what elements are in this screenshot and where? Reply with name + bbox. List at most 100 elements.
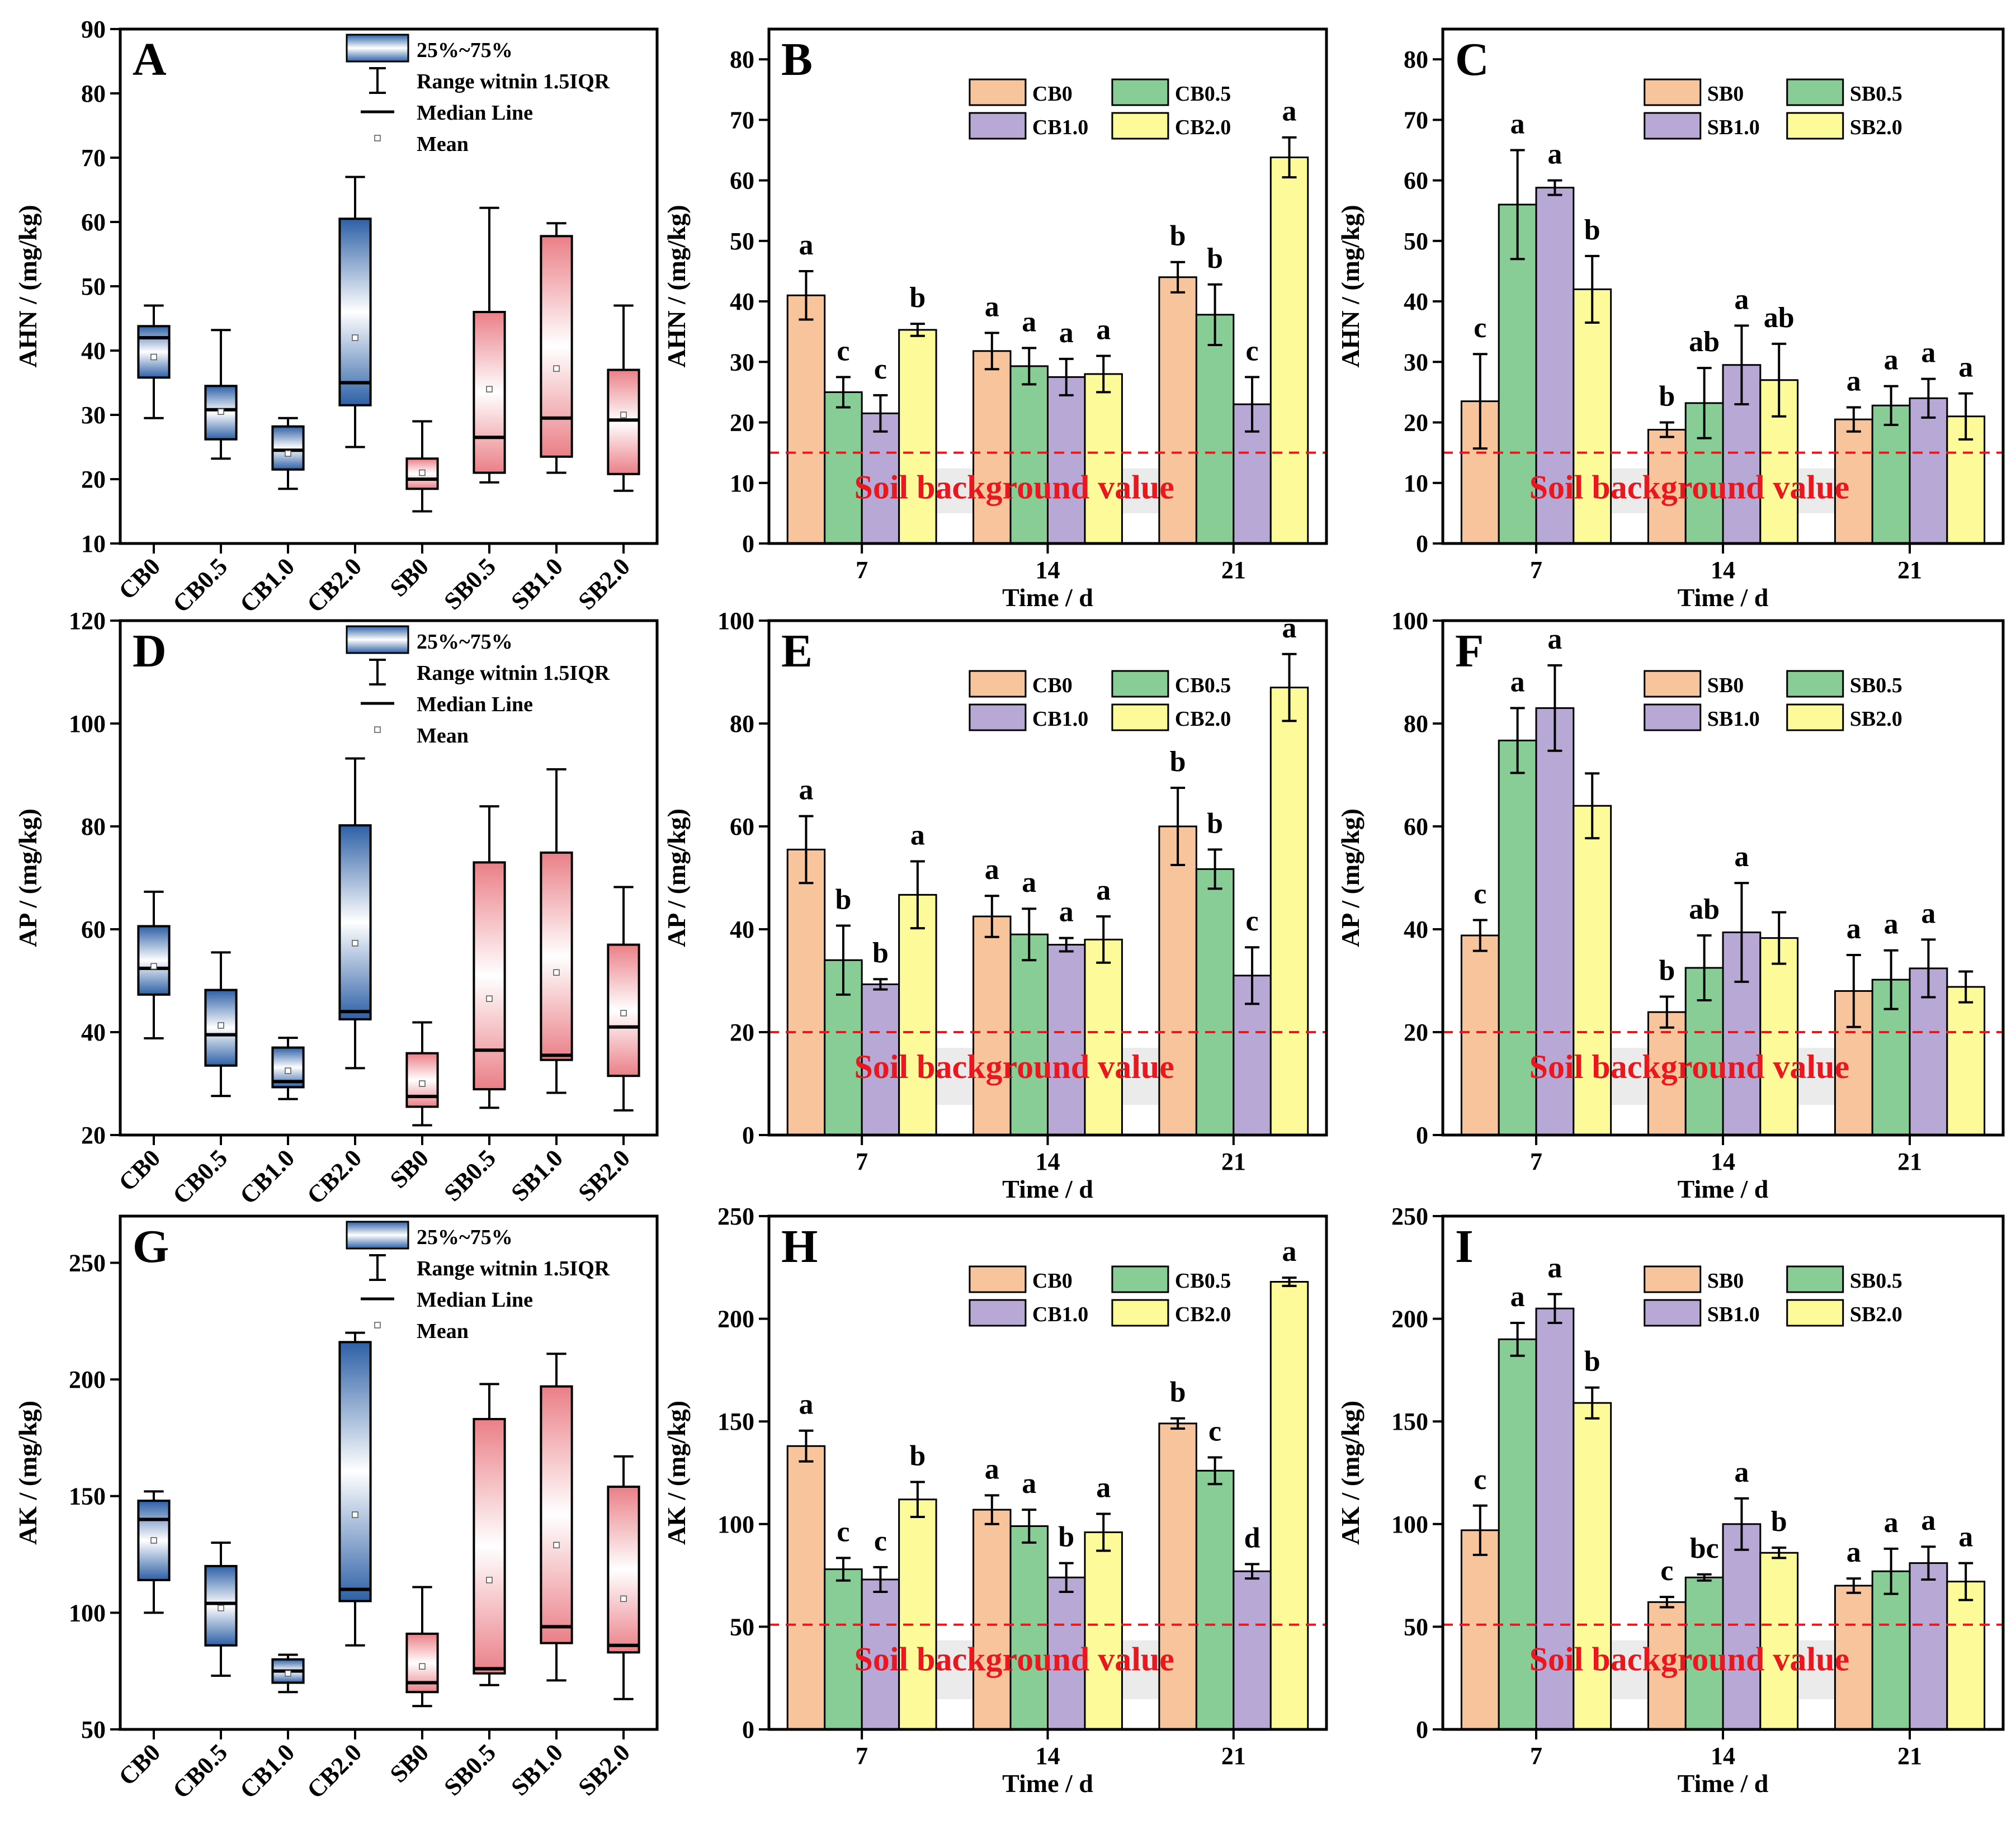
bar xyxy=(1871,404,1911,545)
series-cb1-0: c a c xyxy=(861,317,1272,545)
significance-letter: a xyxy=(985,291,999,323)
y-tick-label: 0 xyxy=(1416,1122,1428,1149)
significance-letter: b xyxy=(909,1440,926,1472)
legend-swatch xyxy=(1786,670,1844,698)
legend-label: Mean xyxy=(417,724,469,748)
legend-swatch xyxy=(1111,703,1169,731)
y-tick-label: 50 xyxy=(1404,1613,1428,1640)
legend-box-swatch xyxy=(346,34,409,63)
bar xyxy=(786,848,826,1136)
y-tick-label: 30 xyxy=(81,401,106,429)
significance-letter: ab xyxy=(1689,326,1720,358)
box-sb0-5 xyxy=(473,1383,506,1686)
significance-letter: b xyxy=(1170,220,1186,252)
significance-letter: a xyxy=(1510,666,1525,698)
bar xyxy=(1834,1585,1873,1731)
significance-letter: a xyxy=(1958,352,1973,384)
legend-swatch xyxy=(1786,1265,1844,1293)
box-cb2-0 xyxy=(338,757,372,1070)
x-tick-label: CB1.0 xyxy=(234,1738,300,1804)
bar xyxy=(1047,376,1086,545)
x-tick-label: CB1.0 xyxy=(234,552,300,618)
y-tick-label: 0 xyxy=(1416,530,1428,557)
mean-marker xyxy=(553,969,560,976)
y-tick-label: 40 xyxy=(730,916,754,943)
series-cb2-0: aaa xyxy=(898,612,1309,1136)
significance-letter: c xyxy=(1474,1464,1486,1496)
legend-label: CB0.5 xyxy=(1175,82,1231,106)
y-tick-label: 80 xyxy=(81,80,106,107)
significance-letter: a xyxy=(799,774,813,806)
panel-a: 10 20 30 40 50 60 70 80 90 AHN / (mg/kg) A CB0 CB0.5… xyxy=(13,16,659,618)
box-iqr xyxy=(338,824,372,1021)
significance-letter: a xyxy=(1510,108,1525,140)
legend-swatch xyxy=(1786,703,1844,731)
legend-swatch xyxy=(1111,670,1169,698)
background-value-label: Soil background value xyxy=(1529,469,1849,506)
y-tick-label: 70 xyxy=(730,106,754,134)
x-tick-label: 21 xyxy=(1221,556,1246,584)
y-tick-label: 100 xyxy=(69,1599,106,1627)
legend-label: Mean xyxy=(417,133,469,156)
legend-swatch xyxy=(1111,78,1169,106)
bar xyxy=(1460,1529,1500,1731)
box-sb1-0 xyxy=(540,222,573,474)
legend-label: CB0 xyxy=(1032,82,1073,106)
significance-letter: a xyxy=(799,229,813,261)
bar xyxy=(1084,1531,1123,1731)
bar xyxy=(1909,1562,1948,1731)
significance-letter: c xyxy=(1246,905,1259,937)
y-tick-label: 100 xyxy=(1391,607,1428,635)
significance-letter: a xyxy=(1022,306,1036,338)
legend-label: SB2.0 xyxy=(1850,116,1902,139)
mean-marker xyxy=(352,1511,358,1518)
y-tick-label: 60 xyxy=(730,813,754,840)
series-cb2-0: baa xyxy=(898,1236,1309,1731)
x-tick-label: SB2.0 xyxy=(573,552,635,615)
y-axis-title: AP / (mg/kg) xyxy=(1336,809,1365,947)
legend: SB0 SB0.5 SB1.0 SB2.0 xyxy=(1644,1265,1902,1327)
significance-letter: a xyxy=(1884,1507,1899,1539)
box-iqr xyxy=(405,1052,439,1108)
panel-letter: I xyxy=(1455,1221,1474,1273)
bar xyxy=(1084,373,1123,545)
panel-letter: E xyxy=(781,625,813,677)
significance-letter: a xyxy=(1282,96,1297,127)
legend-label: SB1.0 xyxy=(1707,1303,1760,1326)
significance-letter: a xyxy=(1059,896,1074,928)
mean-marker xyxy=(218,1022,224,1029)
plot-frame xyxy=(119,1214,659,1731)
significance-letter: a xyxy=(1884,344,1899,376)
x-tick-label: 14 xyxy=(1036,1742,1060,1770)
significance-letter: a xyxy=(1734,283,1749,315)
box-iqr xyxy=(338,218,372,406)
series-cb0: aab xyxy=(786,220,1197,545)
x-tick-label: 7 xyxy=(1530,556,1542,584)
significance-letter: a xyxy=(1847,913,1861,945)
bar xyxy=(1909,397,1948,545)
legend-swatch xyxy=(1786,78,1844,106)
bar xyxy=(1573,1402,1612,1731)
legend-swatch xyxy=(1644,112,1702,140)
box-iqr xyxy=(271,425,305,471)
legend: 25%~75% Range witnin 1.5IQR Median Line Mea… xyxy=(346,34,610,156)
series-cb1-0: b a c xyxy=(861,896,1272,1136)
x-tick-label: SB0.5 xyxy=(438,1738,501,1801)
bar xyxy=(1195,868,1235,1136)
significance-letter: a xyxy=(1096,314,1111,346)
bar xyxy=(1269,156,1309,545)
y-tick-label: 20 xyxy=(1404,409,1428,437)
series-cb0: aab xyxy=(786,1377,1197,1731)
legend-label: 25%~75% xyxy=(417,39,513,62)
box-cb0 xyxy=(137,1490,171,1614)
significance-letter: b xyxy=(1170,1377,1186,1408)
legend-label: SB0 xyxy=(1707,82,1744,106)
box-cb2-0 xyxy=(338,176,372,448)
significance-letter: a xyxy=(1734,1457,1749,1488)
box-iqr xyxy=(137,925,171,996)
significance-letter: b xyxy=(1584,1346,1600,1378)
box-cb0 xyxy=(137,890,171,1040)
series-cb0-5: c a b xyxy=(824,243,1235,545)
